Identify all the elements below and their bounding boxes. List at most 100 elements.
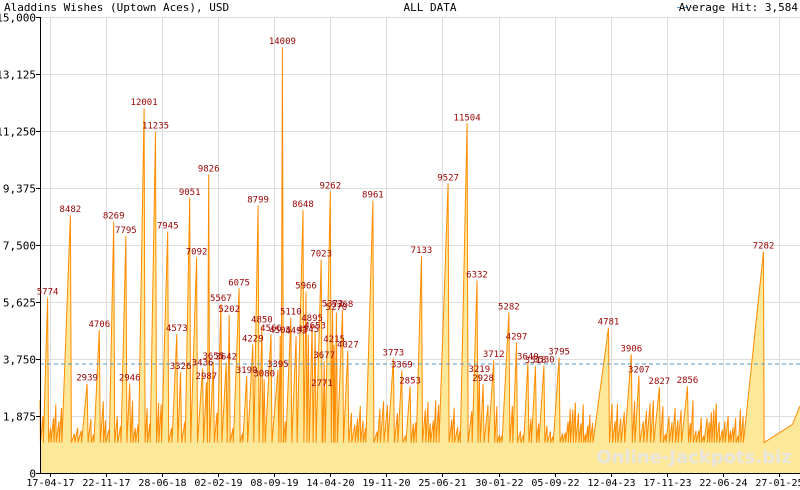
peak-value-label: 4895: [301, 314, 323, 324]
peak-value-label: 5282: [498, 302, 520, 312]
peak-value-label: 8961: [362, 191, 384, 201]
x-tick-label: 22-06-24: [699, 478, 747, 489]
peak-value-label: 2771: [311, 379, 333, 389]
x-tick-label: 17-11-23: [643, 478, 691, 489]
peak-value-label: 4706: [88, 320, 110, 330]
peak-value-label: 3906: [620, 344, 642, 354]
peak-value-label: 8799: [247, 196, 269, 206]
peak-value-label: 5110: [280, 308, 302, 318]
peak-value-label: 7282: [753, 242, 775, 252]
peak-value-label: 3207: [628, 366, 650, 376]
peak-value-label: 5567: [210, 294, 232, 304]
peak-value-label: 9527: [437, 173, 459, 183]
peak-value-label: 5202: [218, 305, 240, 315]
peak-value-label: 7133: [411, 246, 433, 256]
peak-value-label: 4493: [285, 326, 307, 336]
peak-value-label: 11504: [454, 113, 481, 123]
peak-value-label: 4505: [269, 326, 291, 336]
y-tick-label: 7,500: [3, 240, 36, 253]
x-tick-label: 14-04-20: [306, 478, 354, 489]
peak-value-label: 4545: [297, 325, 319, 335]
peak-value-label: 7795: [115, 226, 137, 236]
peak-value-label: 3677: [313, 351, 335, 361]
peak-value-label: 5368: [332, 300, 354, 310]
peak-value-label: 7092: [186, 247, 208, 257]
y-tick-label: 15,000: [0, 12, 36, 25]
peak-value-label: 2853: [399, 376, 421, 386]
peak-value-label: 6332: [466, 271, 488, 281]
peak-value-label: 3190: [236, 366, 258, 376]
peak-value-label: 4229: [242, 334, 264, 344]
peak-value-label: 5372: [322, 300, 344, 310]
x-tick-label: 30-01-22: [475, 478, 523, 489]
legend-average-label: Average Hit: 3,584: [679, 1, 799, 14]
peak-value-label: 3080: [253, 369, 275, 379]
peak-value-label: 8269: [103, 212, 125, 222]
y-tick-label: 1,875: [3, 411, 36, 424]
peak-labels: 5774 8482 2939 4706 8269 7795 2946 12001 11235 79…: [37, 37, 775, 389]
peak-value-label: 2928: [472, 374, 494, 384]
peak-value-label: 4781: [598, 318, 620, 328]
peak-value-label: 3773: [383, 348, 405, 358]
y-tick-label: 9,375: [3, 183, 36, 196]
peak-value-label: 4215: [323, 335, 345, 345]
peak-value-label: 5774: [37, 288, 59, 298]
peak-value-label: 14009: [269, 37, 296, 47]
y-axis-ticks: 0 1,875 3,750 5,625 7,500 9,375 11,250 13,125 15…: [0, 12, 40, 481]
peak-value-label: 2946: [119, 373, 141, 383]
peak-value-label: 2987: [196, 372, 218, 382]
peak-value-label: 9826: [198, 164, 220, 174]
peak-value-label: 9262: [319, 181, 341, 191]
chart-title: Aladdins Wishes (Uptown Aces), USD: [4, 1, 229, 14]
x-tick-label: 28-06-18: [138, 478, 186, 489]
peak-value-label: 7023: [310, 250, 332, 260]
x-tick-label: 12-04-23: [587, 478, 635, 489]
peak-value-label: 4653: [304, 322, 326, 332]
x-tick-label: 27-01-25: [755, 478, 800, 489]
peak-value-label: 4297: [506, 332, 528, 342]
peak-value-label: 3640: [517, 352, 539, 362]
y-tick-label: 13,125: [0, 69, 36, 82]
y-tick-label: 3,750: [3, 354, 36, 367]
y-tick-label: 11,250: [0, 126, 36, 139]
watermark: Online-Jackpots.biz: [596, 447, 791, 468]
peak-value-label: 12001: [131, 98, 158, 108]
peak-value-label: 8482: [60, 205, 82, 215]
peak-value-label: 6075: [228, 278, 250, 288]
x-tick-label: 05-09-22: [531, 478, 579, 489]
x-tick-label: 17-04-17: [26, 478, 74, 489]
peak-value-label: 3712: [483, 350, 505, 360]
peak-value-label: 4027: [337, 341, 359, 351]
axes: [40, 17, 800, 474]
peak-value-label: 3655: [202, 352, 224, 362]
peak-value-label: 4573: [166, 324, 188, 334]
peak-value-label: 5270: [326, 303, 348, 313]
peak-value-label: 3395: [267, 360, 289, 370]
peak-value-label: 3795: [548, 348, 570, 358]
peak-value-label: 8648: [292, 200, 314, 210]
peak-value-label: 9051: [179, 188, 201, 198]
x-axis-ticks: 17-04-17 22-11-17 28-06-18 02-02-19 08-09-19…: [26, 473, 800, 489]
peak-value-label: 11235: [142, 122, 169, 132]
peak-value-label: 2827: [649, 377, 671, 387]
peak-value-label: 3369: [391, 361, 413, 371]
peak-value-label: 3642: [215, 352, 237, 362]
y-tick-label: 0: [29, 468, 36, 481]
y-tick-label: 5,625: [3, 297, 36, 310]
chart-subtitle: ALL DATA: [404, 1, 457, 14]
peak-value-label: 3518: [525, 356, 547, 366]
x-tick-label: 08-09-19: [250, 478, 298, 489]
peak-value-label: 4850: [251, 316, 273, 326]
peak-value-label: 3219: [468, 365, 490, 375]
jackpot-line: [39, 47, 800, 444]
x-tick-label: 02-02-19: [194, 478, 242, 489]
peak-value-label: 3530: [533, 356, 555, 366]
peak-value-label: 5966: [295, 282, 317, 292]
peak-value-label: 7945: [157, 222, 179, 232]
peak-value-label: 2939: [76, 374, 98, 384]
x-tick-label: 22-11-17: [82, 478, 130, 489]
legend: Average Hit: 3,584: [677, 1, 798, 14]
peak-value-label: 3326: [170, 362, 192, 372]
